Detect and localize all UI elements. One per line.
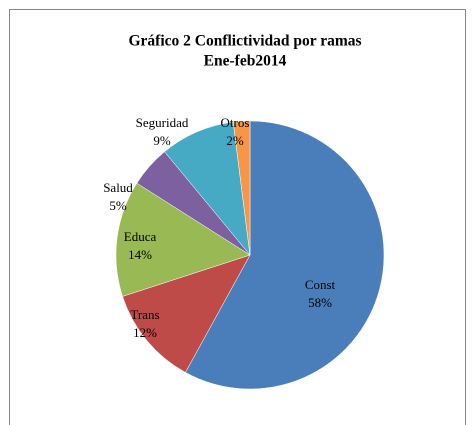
slice-value-label: 12% bbox=[133, 325, 157, 340]
slice-label: Trans bbox=[130, 307, 159, 322]
chart-title: Gráfico 2 Conflictividad por ramas bbox=[128, 33, 361, 50]
pie-slice bbox=[122, 254, 251, 373]
slice-value-label: 58% bbox=[308, 295, 332, 310]
chart-subtitle: Ene-feb2014 bbox=[204, 53, 287, 70]
slice-value-label: 9% bbox=[153, 133, 171, 148]
slice-label: Salud bbox=[103, 180, 133, 195]
pie-slice bbox=[232, 120, 251, 256]
slice-value-label: 2% bbox=[226, 133, 244, 148]
slice-label: Educa bbox=[124, 229, 157, 244]
slice-label: Seguridad bbox=[136, 115, 189, 130]
pie-slice bbox=[185, 120, 385, 390]
slice-value-label: 14% bbox=[128, 247, 152, 262]
slice-label: Const bbox=[305, 277, 336, 292]
pie-slice bbox=[115, 182, 251, 297]
slice-value-label: 5% bbox=[109, 198, 127, 213]
slice-label: Otros bbox=[221, 115, 250, 130]
